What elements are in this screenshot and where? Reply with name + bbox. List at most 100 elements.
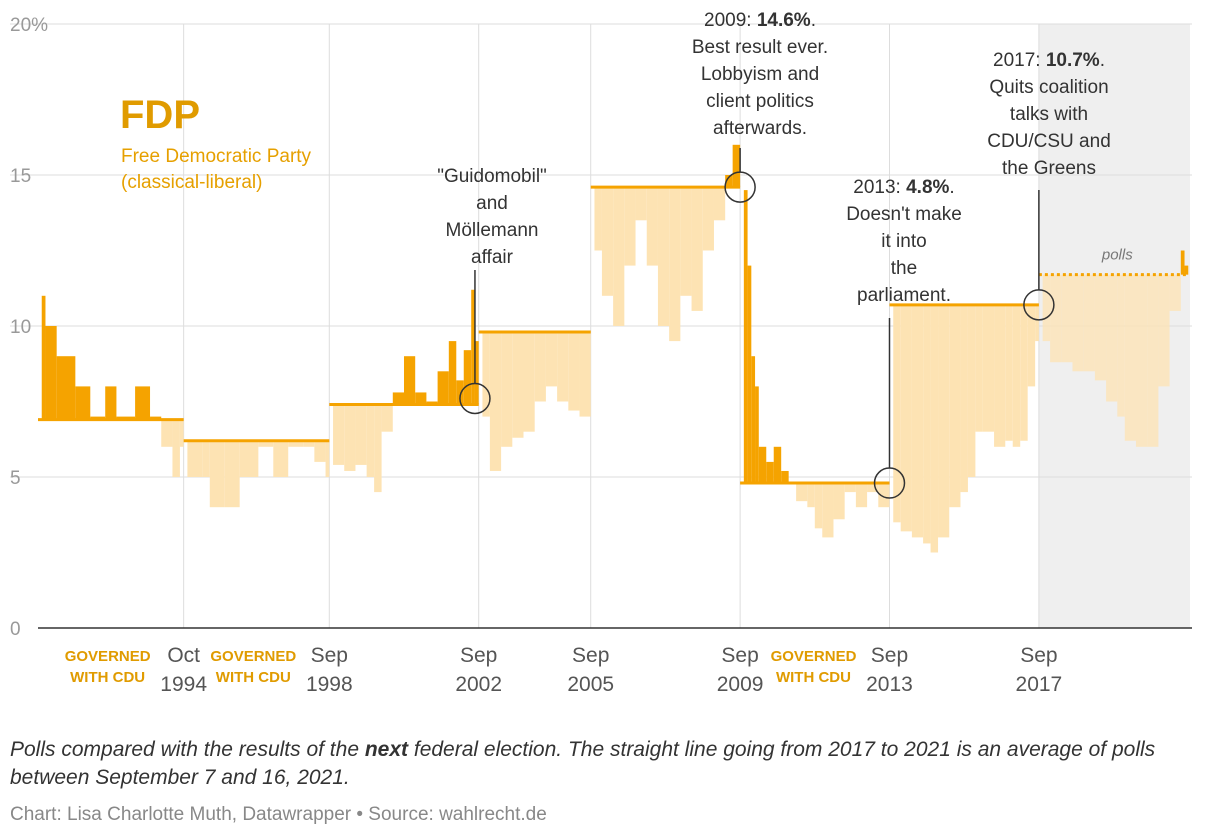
poll-bar xyxy=(456,380,464,405)
annotation-text: 2009: 14.6%. Best result ever. Lobbyism an… xyxy=(692,10,828,139)
poll-bar xyxy=(381,404,393,432)
poll-bar xyxy=(1072,274,1084,372)
poll-bar xyxy=(1005,304,1013,441)
poll-bar xyxy=(172,419,180,477)
poll-bar xyxy=(534,332,546,402)
poll-bar xyxy=(1117,274,1125,417)
poll-bar xyxy=(923,304,931,544)
chart-note: Polls compared with the results of the n… xyxy=(10,738,1156,789)
poll-bar xyxy=(325,440,330,477)
annotation-marker xyxy=(873,467,906,499)
governed-label: GOVERNED WITH CDU xyxy=(210,648,296,686)
poll-bar xyxy=(646,187,658,266)
poll-bar xyxy=(1124,274,1136,441)
poll-bar xyxy=(822,483,834,538)
party-subtitle: Free Democratic Party xyxy=(121,146,312,167)
y-tick-label: 5 xyxy=(10,468,21,489)
x-tick-label: Sep 1998 xyxy=(306,644,353,696)
poll-bar xyxy=(545,332,558,387)
poll-bar xyxy=(781,470,789,484)
poll-bar xyxy=(75,386,91,420)
poll-bar xyxy=(1180,250,1185,275)
poll-bar xyxy=(713,187,726,221)
governed-label: GOVERNED WITH CDU xyxy=(771,648,857,686)
poll-bar xyxy=(1027,304,1036,387)
poll-bar xyxy=(624,187,636,266)
poll-bar xyxy=(796,483,808,502)
poll-bar xyxy=(601,187,614,296)
poll-bar xyxy=(523,332,535,432)
poll-bar xyxy=(403,356,416,405)
poll-bar xyxy=(150,416,162,420)
x-tick-label: Sep 2013 xyxy=(866,644,913,696)
poll-bar xyxy=(725,175,733,188)
poll-bar xyxy=(844,483,856,493)
poll-bar xyxy=(911,304,924,538)
poll-bar xyxy=(878,483,890,508)
poll-bar xyxy=(187,440,203,477)
poll-bar xyxy=(635,187,647,221)
poll-bar xyxy=(893,304,901,523)
poll-bar xyxy=(855,483,868,508)
poll-bar xyxy=(161,419,173,447)
poll-bar xyxy=(758,446,767,484)
polls-label: polls xyxy=(1101,247,1133,264)
poll-bar xyxy=(867,483,879,493)
poll-bar xyxy=(366,404,375,477)
poll-bar xyxy=(938,304,950,538)
poll-bar xyxy=(1020,304,1028,441)
poll-bar xyxy=(1147,274,1159,447)
poll-bar xyxy=(489,332,502,471)
poll-bar xyxy=(426,401,438,405)
poll-bar xyxy=(258,440,274,447)
poll-bar xyxy=(594,187,602,251)
poll-bar xyxy=(994,304,1006,447)
poll-bar xyxy=(982,304,995,432)
poll-bar xyxy=(814,483,823,529)
poll-bar xyxy=(41,295,46,420)
poll-bar xyxy=(657,187,670,326)
poll-bar xyxy=(773,446,782,484)
poll-bar xyxy=(288,440,304,447)
y-tick-label: 10 xyxy=(10,317,31,338)
poll-bar xyxy=(743,190,748,484)
poll-bar xyxy=(680,187,692,296)
x-tick-label: Sep 2005 xyxy=(567,644,614,696)
annotation-marker xyxy=(724,171,756,203)
poll-bar xyxy=(209,440,225,508)
poll-bar xyxy=(333,404,345,465)
poll-bar xyxy=(116,416,136,420)
poll-bar xyxy=(755,386,759,484)
x-tick-label: Oct 1994 xyxy=(160,644,207,696)
poll-bar xyxy=(669,187,681,342)
poll-bar xyxy=(314,440,326,462)
poll-bar xyxy=(1061,274,1073,363)
poll-bar xyxy=(833,483,845,520)
poll-bar xyxy=(56,356,76,420)
poll-bar xyxy=(900,304,912,532)
poll-bar xyxy=(239,440,259,477)
poll-bar xyxy=(1083,274,1095,372)
annotation-marker xyxy=(459,382,491,415)
poll-bar xyxy=(1050,274,1062,363)
poll-bar xyxy=(1094,274,1107,381)
poll-bar xyxy=(344,404,356,471)
poll-bar xyxy=(135,386,151,420)
poll-bar xyxy=(45,326,57,420)
poll-bar xyxy=(1012,304,1021,447)
poll-bar xyxy=(501,332,513,447)
poll-bar xyxy=(374,404,382,493)
poll-bar xyxy=(930,304,939,553)
poll-bar xyxy=(975,304,983,432)
poll-bar xyxy=(392,392,404,405)
poll-bar xyxy=(273,440,289,477)
governed-label: GOVERNED WITH CDU xyxy=(65,648,151,686)
poll-bar xyxy=(960,304,968,493)
party-subtitle: (classical-liberal) xyxy=(121,172,262,193)
x-tick-label: Sep 2009 xyxy=(717,644,764,696)
y-tick-label: 20% xyxy=(10,15,48,36)
chart: polls 20% 15 10 5 0 Oct 1994 Sep 1998 Sep 2002 Sep 20… xyxy=(10,10,1192,696)
x-tick-label: Sep 2002 xyxy=(455,644,502,696)
poll-bar xyxy=(224,440,240,508)
poll-bar xyxy=(512,332,524,438)
